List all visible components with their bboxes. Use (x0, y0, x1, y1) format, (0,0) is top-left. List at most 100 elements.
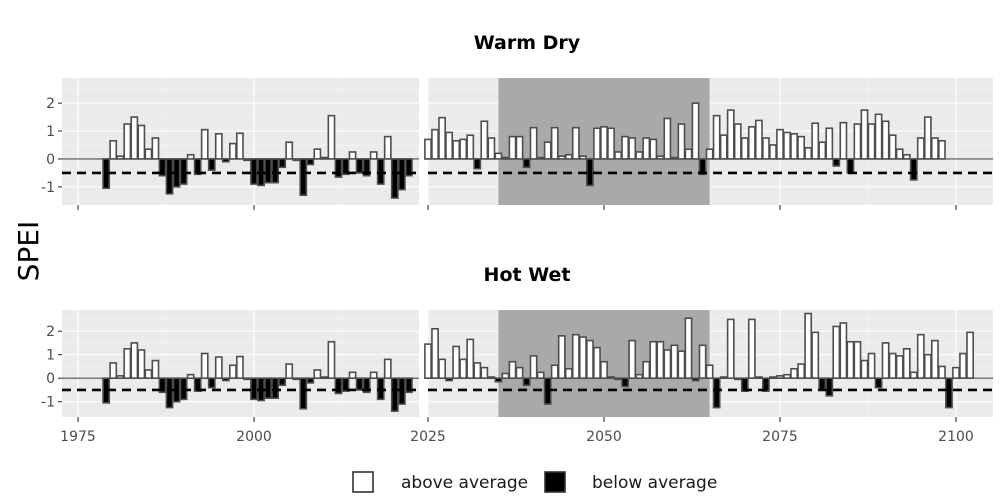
bar-2092 (895, 355, 904, 379)
bar-2076 (783, 131, 791, 160)
bar-2084 (839, 121, 848, 160)
bar-2071 (747, 318, 756, 379)
bar-2049 (593, 346, 601, 379)
bar-2000 (250, 158, 258, 185)
bar-2099 (945, 377, 953, 409)
bar-2100 (952, 366, 960, 379)
bar-2025 (424, 343, 432, 379)
bar-1983 (130, 342, 139, 379)
bar-2038 (515, 135, 524, 160)
bar-2097 (930, 339, 939, 379)
bar-2087 (860, 109, 869, 160)
bar-2067 (719, 134, 728, 160)
bar-2050 (600, 126, 608, 160)
bar-2090 (881, 342, 890, 379)
bar-2000 (250, 377, 258, 401)
bar-2052 (614, 151, 622, 160)
bar-2009 (313, 369, 322, 379)
panel-hot-wet: Hot Wet -1 0 1 2 1975 2000 2025 2050 2075 2100 (41, 264, 993, 445)
bar-2090 (881, 120, 890, 160)
bar-2082 (825, 377, 834, 397)
bar-2093 (902, 153, 911, 160)
bar-2075 (776, 128, 784, 160)
bar-2089 (874, 113, 883, 160)
bar-1986 (151, 359, 160, 379)
y-tick-label: -1 (41, 395, 55, 411)
bar-2094 (909, 371, 918, 379)
bar-2098 (938, 140, 946, 160)
legend-key-below-average (544, 471, 566, 493)
bar-2057 (649, 340, 658, 379)
bar-2017 (369, 371, 378, 379)
bar-2091 (888, 134, 897, 160)
bar-2091 (888, 352, 897, 379)
bar-2068 (726, 318, 735, 379)
bar-1983 (130, 116, 139, 160)
bar-2041 (536, 371, 545, 379)
bar-2066 (712, 377, 721, 409)
bar-2072 (754, 119, 763, 160)
bar-2035 (494, 152, 503, 160)
bar-2056 (642, 137, 651, 160)
bar-2003 (271, 377, 280, 399)
subpanel-projection (424, 78, 993, 210)
bar-1982 (123, 348, 132, 379)
bar-2002 (264, 377, 272, 399)
bar-2011 (327, 114, 336, 160)
bar-2059 (663, 117, 672, 160)
bar-2086 (853, 340, 862, 379)
bar-1995 (214, 133, 223, 160)
bar-2088 (867, 123, 876, 160)
legend: above average below average (352, 471, 717, 493)
bar-2045 (564, 367, 573, 379)
panel-title-warm-dry: Warm Dry (474, 32, 581, 54)
bar-2069 (733, 123, 742, 160)
bar-1984 (137, 349, 146, 379)
bar-2014 (348, 151, 357, 160)
bar-2027 (438, 116, 446, 160)
bar-2062 (684, 317, 693, 379)
bar-2008 (306, 377, 315, 384)
bar-2065 (705, 364, 714, 379)
bar-2005 (285, 363, 294, 379)
bar-2074 (769, 144, 777, 160)
bar-2089 (874, 377, 883, 389)
x-tick-label: 2000 (236, 429, 272, 445)
bar-2079 (804, 146, 813, 160)
bar-2102 (966, 331, 974, 379)
bar-2007 (299, 158, 308, 197)
bar-2020 (390, 377, 399, 412)
bar-2039 (522, 158, 531, 169)
bar-2017 (369, 151, 378, 160)
bar-2057 (649, 138, 658, 160)
bar-2054 (628, 339, 637, 379)
bar-2083 (832, 158, 841, 167)
bar-2060 (670, 344, 679, 379)
bar-2008 (306, 158, 315, 166)
bar-2018 (376, 158, 385, 185)
bar-2029 (452, 140, 461, 160)
x-tick-label: 2025 (410, 429, 446, 445)
bar-2040 (529, 126, 538, 160)
bar-2029 (452, 345, 461, 379)
bar-2026 (431, 128, 439, 160)
bar-2009 (313, 148, 322, 160)
bar-2037 (508, 135, 517, 160)
bar-2096 (923, 353, 932, 379)
bar-2101 (959, 352, 967, 379)
bar-2042 (543, 141, 552, 160)
bar-2038 (515, 366, 524, 379)
bar-2031 (466, 338, 475, 379)
bar-2025 (424, 138, 432, 160)
bar-1988 (165, 158, 174, 195)
bar-2026 (431, 328, 439, 379)
bar-2015 (355, 377, 364, 391)
bar-2082 (825, 127, 834, 160)
bar-1991 (186, 153, 195, 160)
bar-2087 (860, 359, 869, 379)
bar-2046 (571, 333, 580, 379)
bar-2046 (571, 126, 580, 160)
bar-1993 (200, 128, 209, 160)
y-tick-label: 0 (46, 152, 55, 168)
x-tick-label: 2075 (762, 429, 798, 445)
